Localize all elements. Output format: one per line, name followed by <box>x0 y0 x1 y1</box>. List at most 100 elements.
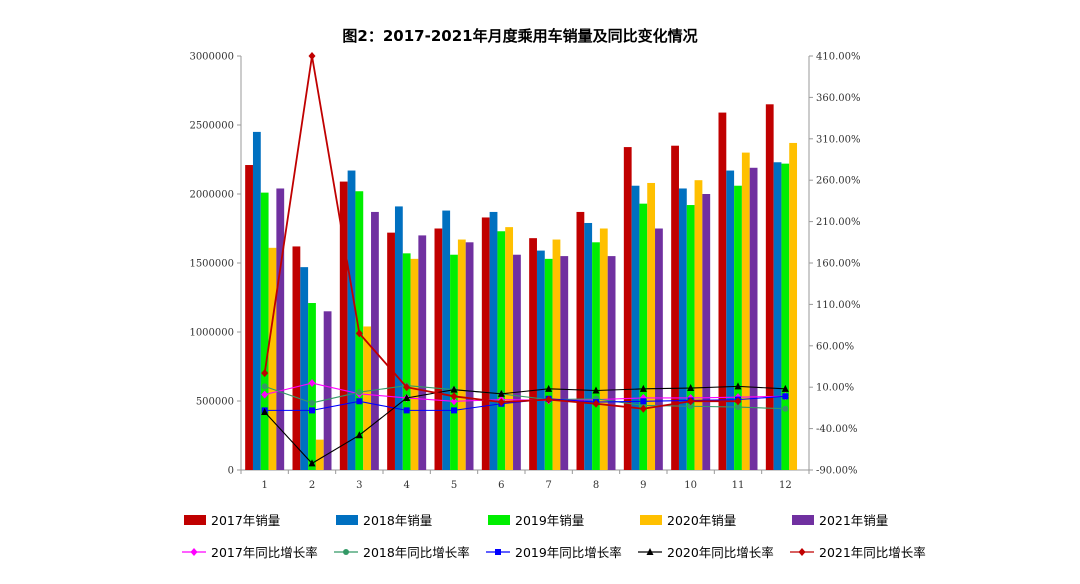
y-right-tick-label: 360.00% <box>816 93 861 104</box>
legend-swatch <box>640 515 662 525</box>
line-point <box>308 379 316 388</box>
line-point <box>450 397 458 406</box>
x-tick-label: 9 <box>640 480 646 491</box>
bar-series-2 <box>252 131 782 471</box>
line-point <box>639 384 647 392</box>
bar <box>300 267 309 470</box>
bar <box>245 165 253 470</box>
bar <box>418 235 427 470</box>
line-point <box>450 392 458 401</box>
bar <box>584 222 593 470</box>
legend-swatch <box>184 515 206 525</box>
line-point <box>355 329 363 338</box>
bar <box>623 147 632 470</box>
line-point <box>261 408 269 416</box>
bar <box>276 188 285 471</box>
legend-label: 2018年销量 <box>363 513 432 528</box>
bar <box>363 326 372 470</box>
bar-series-1 <box>245 104 774 471</box>
bar <box>678 188 687 471</box>
y-left-tick-label: 500000 <box>196 397 234 408</box>
line-point <box>545 395 553 404</box>
chart-title: 图2：2017-2021年月度乘用车销量及同比变化情况 <box>342 27 697 45</box>
line-point <box>450 385 458 393</box>
series-line <box>264 385 786 465</box>
bar <box>402 253 411 470</box>
legend-label: 2021年销量 <box>819 513 888 528</box>
x-tick-label: 6 <box>498 480 504 491</box>
line-point <box>735 404 741 411</box>
y-right-tick-label: 60.00% <box>816 341 854 352</box>
bar <box>457 239 466 470</box>
line-point <box>356 389 363 396</box>
bar <box>741 152 750 470</box>
x-tick-label: 4 <box>403 480 409 491</box>
bar-series-group <box>245 104 798 471</box>
bar <box>268 247 277 470</box>
line-point <box>309 399 315 406</box>
y-right-tick-label: 210.00% <box>816 217 861 228</box>
bar <box>734 185 742 470</box>
bar <box>536 250 545 470</box>
bar <box>639 203 648 470</box>
bar <box>505 227 514 470</box>
bar <box>410 258 419 470</box>
bar <box>686 205 695 471</box>
bar <box>394 206 403 471</box>
line-point <box>190 548 198 556</box>
bar-series-4 <box>268 142 798 470</box>
line-series-group <box>261 52 789 467</box>
bar <box>671 145 679 470</box>
x-tick-label: 5 <box>451 480 457 491</box>
bar <box>599 228 608 470</box>
x-tick-label: 2 <box>309 480 315 491</box>
series-line <box>264 384 786 410</box>
line-point <box>343 549 349 555</box>
bar <box>387 232 395 470</box>
line-point <box>355 431 363 439</box>
line-point <box>403 383 411 392</box>
line-point <box>497 389 505 397</box>
bar <box>560 256 569 470</box>
bar <box>323 311 332 470</box>
x-tick-label: 12 <box>779 480 792 491</box>
bar <box>592 242 600 470</box>
line-point <box>781 384 789 392</box>
bar <box>552 239 561 470</box>
bar <box>694 180 703 470</box>
line-point <box>403 407 410 414</box>
bar <box>497 231 506 470</box>
bar <box>465 242 474 470</box>
line-point <box>646 548 654 555</box>
bar <box>765 104 774 471</box>
x-tick-label: 1 <box>261 480 267 491</box>
axes: 0 500000 1000000 1500000 2000000 2500000 30000… <box>189 52 860 492</box>
bar <box>647 182 656 470</box>
line-point <box>687 403 694 410</box>
y-right-tick-label: 110.00% <box>816 300 861 311</box>
line-point <box>495 549 501 555</box>
bar <box>789 142 798 470</box>
line-point <box>261 369 269 378</box>
line-series-4 <box>261 382 789 467</box>
bar <box>529 238 537 470</box>
bar <box>702 194 711 470</box>
line-point <box>403 393 411 401</box>
bar <box>576 211 585 470</box>
line-point <box>261 383 268 390</box>
bar <box>749 167 758 470</box>
legend-swatch <box>488 515 510 525</box>
y-right-tick-label: 160.00% <box>816 259 861 270</box>
y-right-tick-label: 260.00% <box>816 176 861 187</box>
y-left-tick-label: 0 <box>228 466 234 477</box>
line-point <box>798 548 806 556</box>
line-point <box>687 384 695 392</box>
bar <box>631 185 640 470</box>
x-tick-label: 11 <box>732 480 745 491</box>
bar <box>347 170 356 471</box>
bar <box>607 256 616 470</box>
line-point <box>261 390 269 399</box>
x-tick-label: 10 <box>684 480 697 491</box>
